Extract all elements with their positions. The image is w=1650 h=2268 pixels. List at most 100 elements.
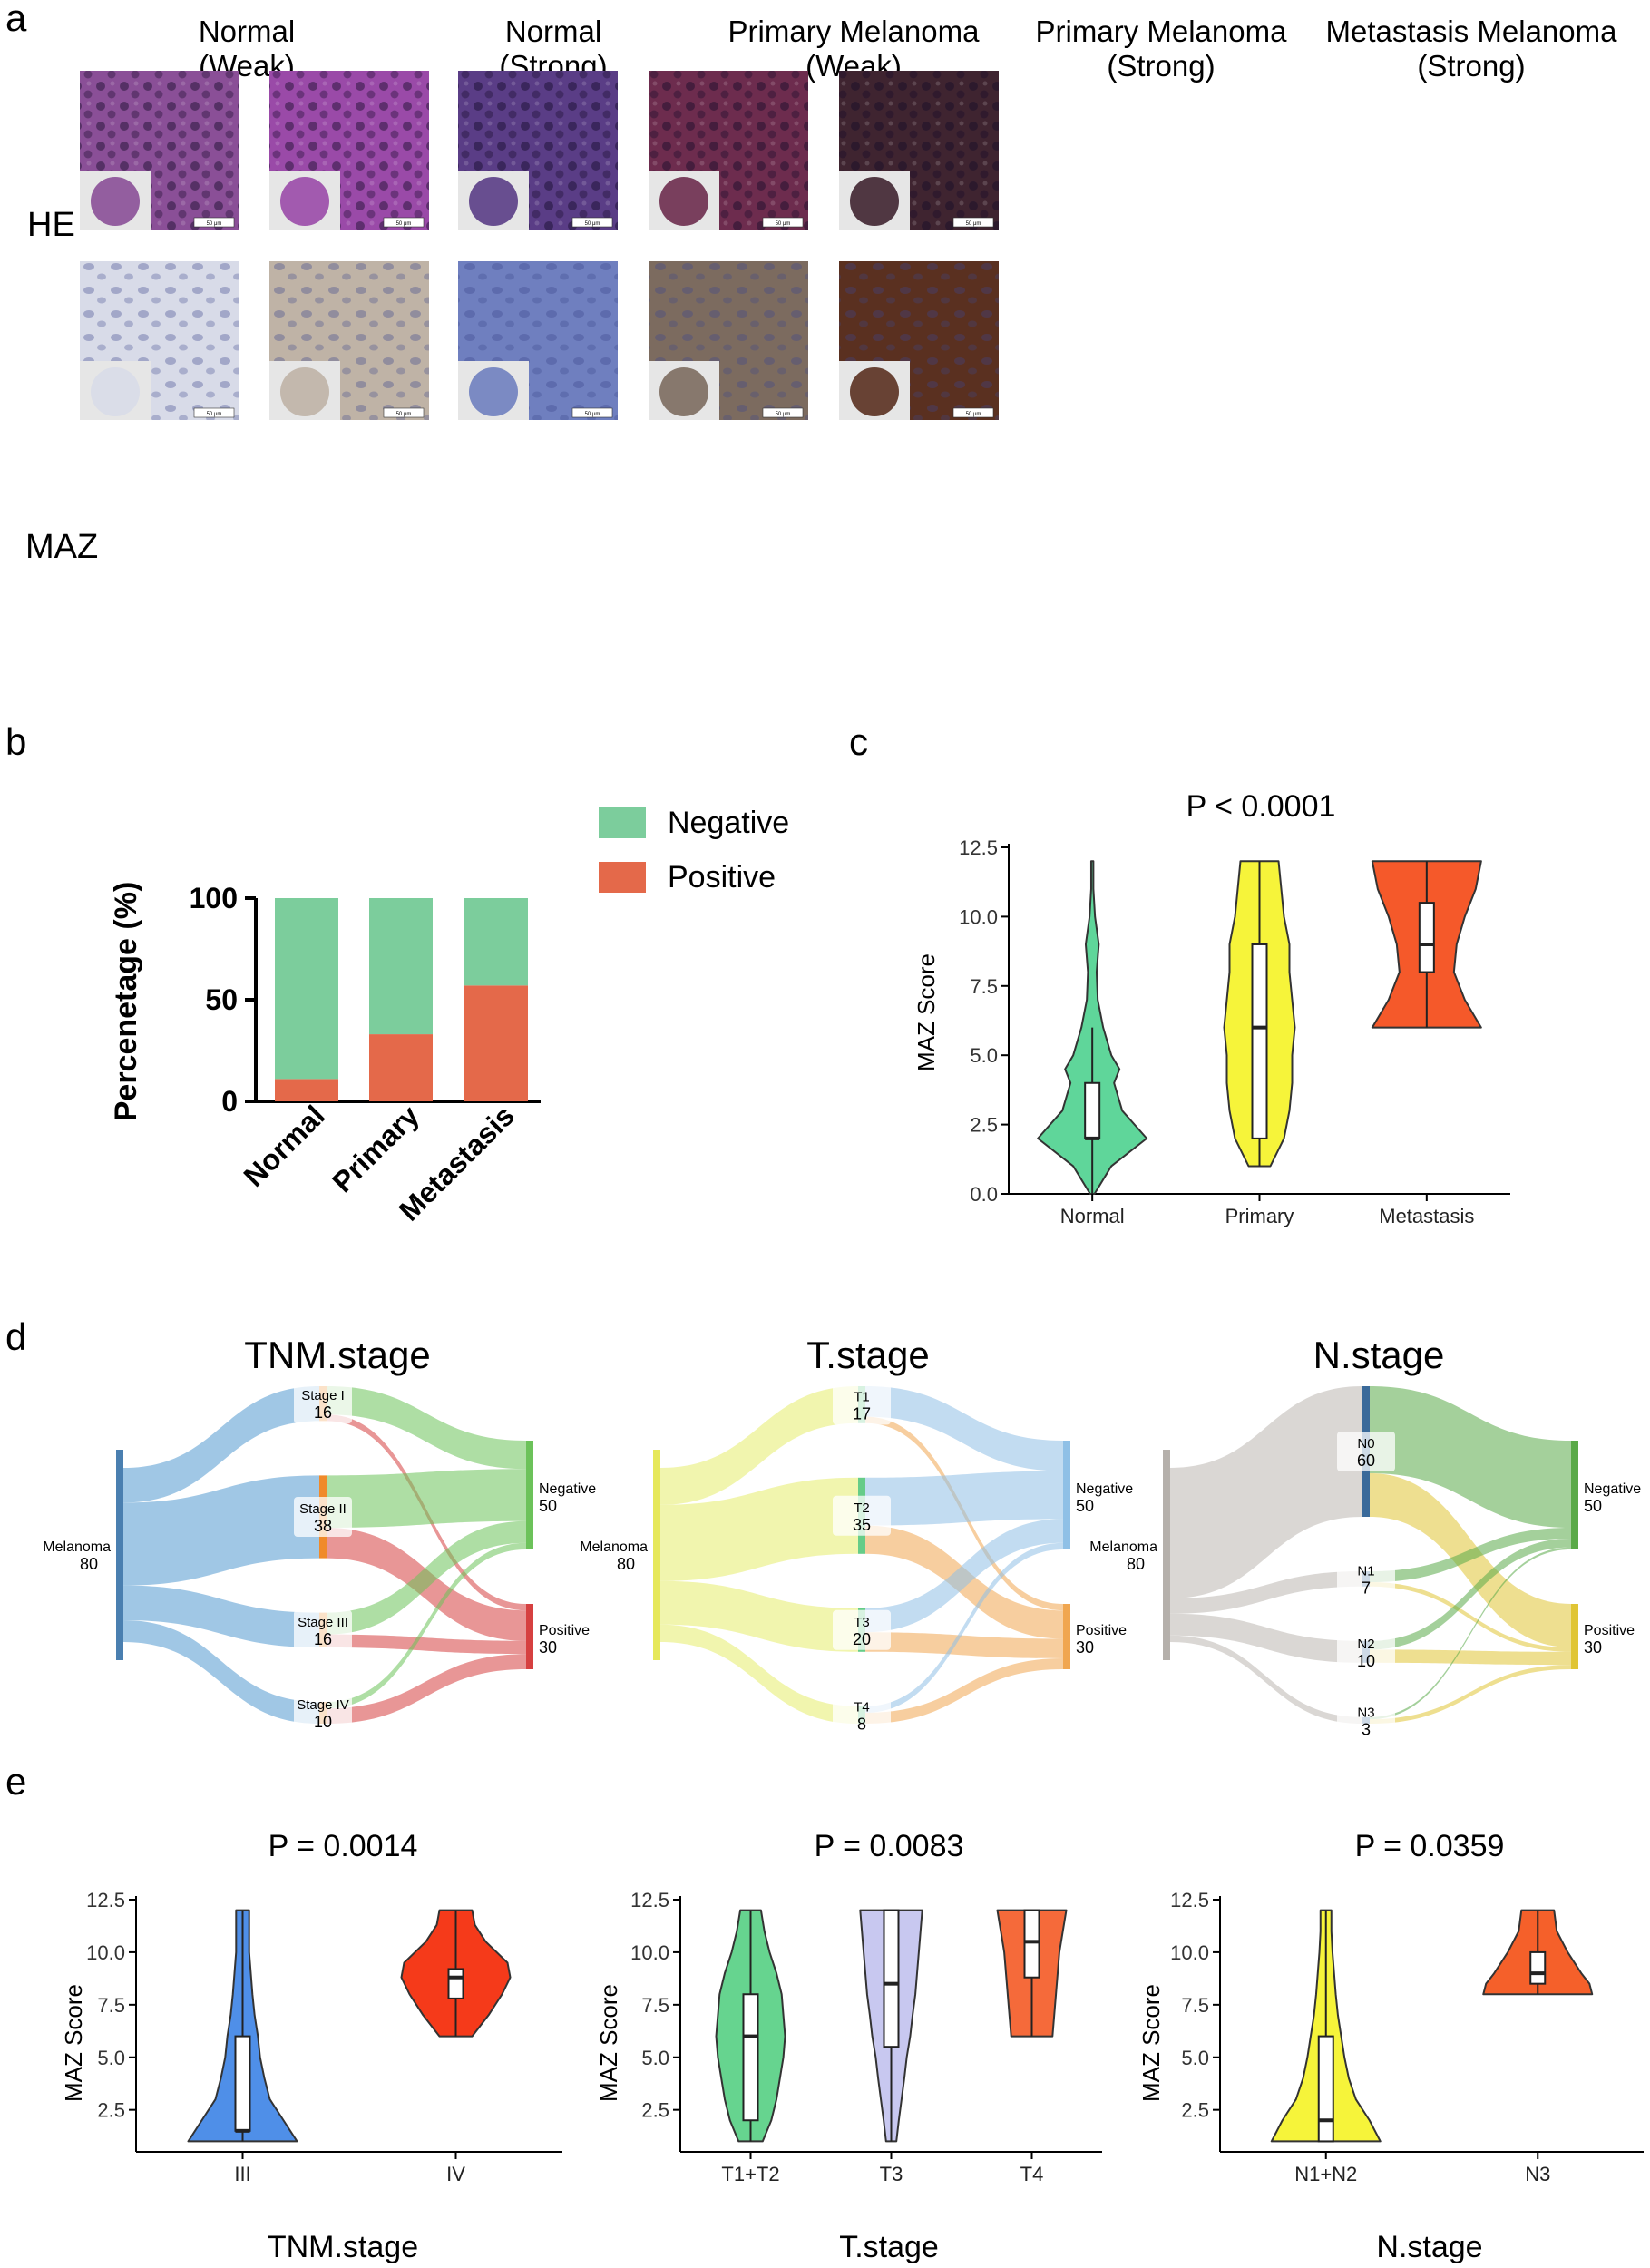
title-e3: P = 0.0359 — [1355, 1829, 1505, 1863]
source-node — [116, 1450, 123, 1660]
flow-t3-positive — [865, 1632, 1063, 1658]
flow-n2-positive — [1370, 1649, 1571, 1666]
flow-stage-iii-positive — [327, 1634, 526, 1655]
node-value: 16 — [314, 1403, 332, 1422]
x-axis-label-e3: N.stage — [1376, 2230, 1482, 2264]
panel-label-a: a — [5, 0, 27, 39]
flow-t4-negative — [865, 1542, 1063, 1713]
panel-label-c: c — [849, 720, 868, 763]
node-label-bg — [294, 1383, 352, 1424]
flow-stage-iv-negative — [327, 1542, 526, 1709]
flow-source-n0 — [1170, 1386, 1362, 1598]
col-header-4-line2: (Strong) — [1107, 49, 1215, 83]
col-header-3-line1: Primary Melanoma — [728, 15, 981, 48]
node-value: 17 — [853, 1404, 871, 1422]
box — [1418, 902, 1435, 973]
x-tick-label: T3 — [880, 2163, 903, 2185]
scale-bar-label: 50 μm — [396, 221, 412, 227]
y-tick-label: 7.5 — [1181, 1994, 1209, 2017]
bars-b — [275, 898, 528, 1101]
violin-iii: III — [187, 1909, 298, 2185]
box — [234, 2035, 251, 2132]
target-value-positive: 30 — [539, 1638, 557, 1657]
flow-source-t1 — [660, 1386, 858, 1505]
scale-bar-label: 50 μm — [585, 221, 600, 227]
tissue-image-he-5: 50 μm — [839, 71, 999, 230]
scale-bar-label: 50 μm — [396, 412, 412, 417]
y-tick-label: 0 — [221, 1085, 238, 1118]
tissue-core-icon — [91, 367, 140, 416]
scale-bar-label: 50 μm — [585, 412, 600, 417]
y-tick-label: 2.5 — [970, 1114, 998, 1137]
y-tick-label: 0.0 — [970, 1183, 998, 1206]
y-axis-label-b: Percenetage (%) — [109, 882, 143, 1122]
scale-bar-label: 50 μm — [207, 412, 222, 417]
source-node — [653, 1450, 660, 1660]
x-tick-label: Primary — [326, 1099, 425, 1198]
node-label-bg — [833, 1384, 891, 1425]
panel-e-violin-charts: P = 0.0014 P = 0.0083 P = 0.0359 MAZ Sco… — [60, 1829, 1644, 2264]
violin-t1-t2: T1+T2 — [715, 1909, 786, 2185]
tissue-core-icon — [280, 367, 329, 416]
node-value: 35 — [853, 1516, 871, 1534]
flow-source-stage-i — [123, 1386, 319, 1503]
y-tick-label: 50 — [205, 983, 238, 1016]
node-value: 3 — [1362, 1720, 1371, 1738]
scale-bar — [762, 217, 804, 228]
source-label: Melanoma — [580, 1540, 648, 1555]
panel-d-sankey-diagrams: TNM.stage T.stage N.stage Melanoma80Stag… — [43, 1334, 1641, 1741]
scale-bar — [383, 407, 425, 418]
y-tick-label: 7.5 — [641, 1994, 669, 2017]
node-value: 10 — [1357, 1652, 1375, 1670]
node-label-bg — [833, 1609, 891, 1650]
x-tick-label: Normal — [238, 1099, 331, 1192]
x-tick-label: T4 — [1020, 2163, 1044, 2185]
flow-source-t2 — [660, 1477, 858, 1581]
box — [883, 1909, 900, 2048]
violin-primary: Primary — [1223, 860, 1296, 1227]
violin-normal: Normal — [1037, 860, 1148, 1227]
x-tick-label: Metastasis — [1379, 1205, 1474, 1227]
source-value: 80 — [80, 1555, 98, 1573]
node-label-bg — [1337, 1559, 1395, 1599]
col-header-2-line1: Normal — [505, 15, 601, 48]
x-tick-label: Normal — [1060, 1205, 1125, 1227]
scale-bar — [193, 217, 235, 228]
legend-swatch-positive — [599, 862, 646, 893]
node-label: N0 — [1357, 1436, 1374, 1452]
y-tick-label: 5.0 — [641, 2047, 669, 2069]
target-node-positive — [1063, 1604, 1070, 1669]
panel-a-image-grid: 50 μm 50 μm 50 μm 50 μm 50 μm 50 μm 50 μm 50 μm… — [80, 71, 999, 420]
legend-label-negative: Negative — [668, 806, 789, 840]
target-node-negative — [1571, 1441, 1578, 1549]
node-label-bg — [1337, 1700, 1395, 1741]
flow-n2-negative — [1370, 1539, 1571, 1650]
violin-t4: T4 — [996, 1909, 1068, 2185]
y-tick-label: 2.5 — [1181, 2099, 1209, 2122]
flow-source-n2 — [1170, 1613, 1362, 1663]
node-label: Stage II — [299, 1501, 347, 1517]
flow-source-n3 — [1170, 1635, 1362, 1724]
scale-bar — [383, 217, 425, 228]
legend-swatch-negative — [599, 807, 646, 838]
box — [742, 1993, 759, 2122]
y-tick-label: 10.0 — [959, 905, 998, 928]
bar-normal-negative — [275, 898, 338, 1080]
panel-label-e: e — [5, 1760, 26, 1803]
y-tick-label: 2.5 — [97, 2099, 125, 2122]
target-label-negative: Negative — [539, 1481, 596, 1497]
panel-labels: a b c d e — [5, 0, 868, 1803]
node-value: 20 — [853, 1630, 871, 1648]
y-tick-label: 7.5 — [97, 1994, 125, 2017]
y-axis-label-e2: MAZ Score — [595, 1984, 622, 2102]
y-tick-label: 5.0 — [970, 1044, 998, 1067]
node-label: N1 — [1357, 1563, 1374, 1579]
title-d2: T.stage — [806, 1334, 929, 1376]
flow-n3-negative — [1370, 1547, 1571, 1720]
target-node-positive — [1571, 1604, 1578, 1669]
panel-b-stacked-bar-chart: Negative Positive Percenetage (%) 0 50 100… — [109, 806, 789, 1227]
node-label: N3 — [1357, 1705, 1374, 1720]
